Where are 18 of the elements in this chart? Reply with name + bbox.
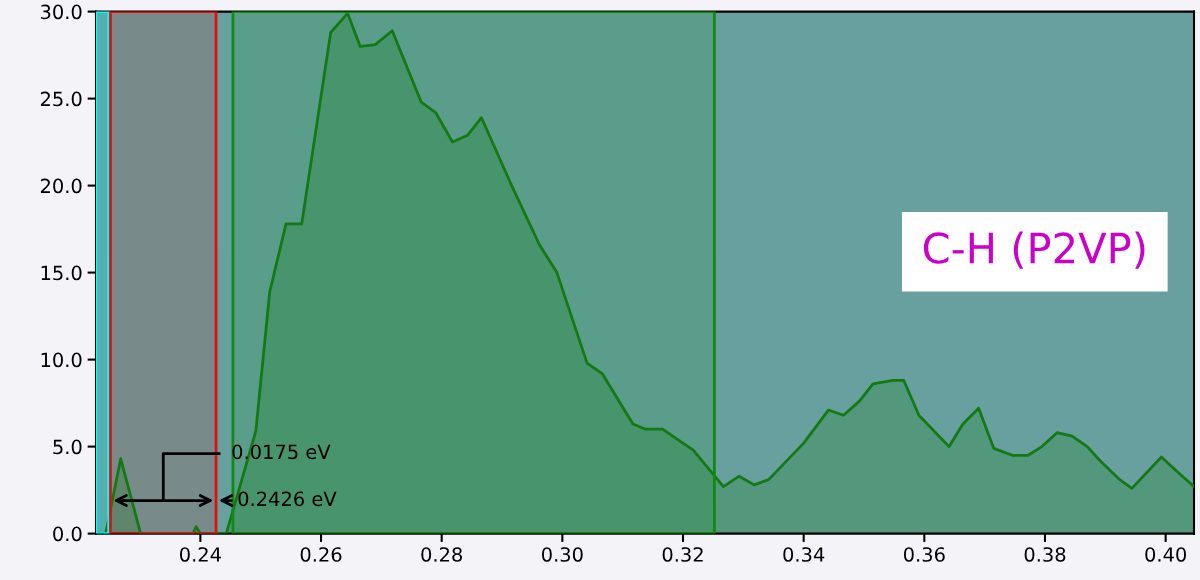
x-tick-label: 0.40 xyxy=(1145,547,1186,562)
x-tick-label: 0.36 xyxy=(903,547,945,562)
annotation: C-H (P2VP) xyxy=(923,231,1145,269)
y-tick-label: 15.0 xyxy=(41,265,82,281)
x-tick-label: 0.38 xyxy=(1024,547,1066,562)
y-tick-label: 10.0 xyxy=(41,352,82,368)
x-tick-label: 0.26 xyxy=(300,547,342,562)
x-tick-label: 0.28 xyxy=(421,547,463,562)
y-tick-label: 5.0 xyxy=(53,439,82,455)
y-tick-label: 0.0 xyxy=(53,526,82,542)
annotation: 0.2426 eV xyxy=(238,491,337,507)
x-tick-label: 0.30 xyxy=(541,547,583,562)
x-tick-label: 0.34 xyxy=(783,547,825,562)
x-tick-label: 0.32 xyxy=(662,547,703,562)
y-tick-label: 25.0 xyxy=(40,91,82,107)
y-tick-label: 20.0 xyxy=(40,178,82,194)
y-tick-label: 30.0 xyxy=(40,4,82,20)
x-tick-label: 0.24 xyxy=(180,547,221,562)
